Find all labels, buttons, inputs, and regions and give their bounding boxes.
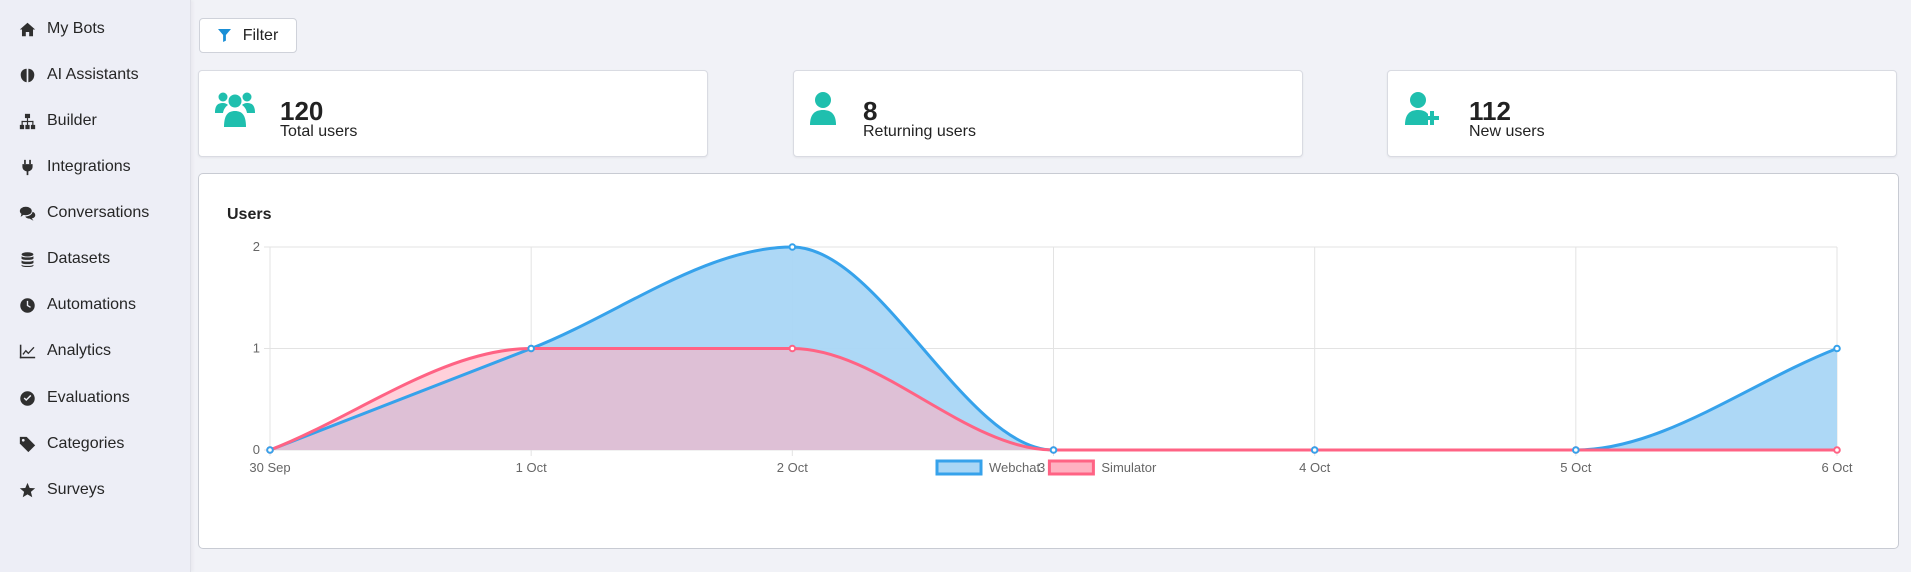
filter-button[interactable]: Filter <box>199 18 297 53</box>
sidebar: My Bots AI Assistants Builder Integratio… <box>0 0 191 572</box>
brain-icon <box>18 66 36 84</box>
sidebar-item-builder[interactable]: Builder <box>18 106 97 136</box>
sidebar-item-evaluations[interactable]: Evaluations <box>18 383 130 413</box>
sidebar-item-label: Conversations <box>47 204 150 221</box>
stat-label: New users <box>1469 123 1545 140</box>
data-point <box>1572 446 1580 454</box>
data-point <box>1833 344 1841 353</box>
legend-swatch-simulator <box>1047 459 1095 476</box>
x-tick-label: 1 Oct <box>516 460 547 475</box>
comments-icon <box>18 204 36 222</box>
sidebar-item-label: Evaluations <box>47 389 130 406</box>
chart-title: Users <box>227 206 272 223</box>
x-tick-label: 5 Oct <box>1560 460 1591 475</box>
legend-label-webchat: Webchat <box>989 460 1040 475</box>
sidebar-item-label: Datasets <box>47 250 111 267</box>
sidebar-item-categories[interactable]: Categories <box>18 429 124 459</box>
y-tick-label: 2 <box>253 239 260 254</box>
data-point <box>1049 446 1058 454</box>
x-tick-label: 4 Oct <box>1299 460 1330 475</box>
user-plus-icon <box>1404 91 1444 129</box>
sidebar-item-label: Automations <box>47 296 136 313</box>
sidebar-item-analytics[interactable]: Analytics <box>18 336 111 366</box>
data-point <box>527 344 535 353</box>
sidebar-item-my-bots[interactable]: My Bots <box>18 14 105 44</box>
sidebar-item-label: AI Assistants <box>47 66 139 83</box>
data-point <box>1833 446 1841 454</box>
x-tick-label: 6 Oct <box>1821 460 1852 475</box>
database-icon <box>18 250 36 268</box>
sidebar-item-label: Surveys <box>47 481 105 498</box>
data-point <box>1310 446 1319 454</box>
series-area-simulator <box>270 348 1837 450</box>
sidebar-item-label: Integrations <box>47 158 131 175</box>
home-icon <box>18 20 36 38</box>
legend-swatch-webchat <box>935 459 983 476</box>
sidebar-item-integrations[interactable]: Integrations <box>18 152 131 182</box>
stat-card-returning-users: 8 Returning users <box>793 70 1303 157</box>
y-tick-label: 1 <box>253 341 260 356</box>
tag-icon <box>18 435 36 453</box>
stat-value: 8 <box>863 96 878 126</box>
stat-card-total-users: 120 Total users <box>198 70 708 157</box>
sitemap-icon <box>18 112 36 130</box>
sidebar-item-label: Builder <box>47 112 97 129</box>
chart-line-icon <box>18 342 36 360</box>
sidebar-item-conversations[interactable]: Conversations <box>18 198 149 228</box>
x-tick-label: 30 Sep <box>249 460 290 475</box>
users-icon <box>215 91 255 129</box>
data-point <box>788 243 797 251</box>
sidebar-item-automations[interactable]: Automations <box>18 290 136 320</box>
sidebar-item-label: Categories <box>47 435 125 452</box>
sidebar-item-ai-assistants[interactable]: AI Assistants <box>18 60 139 90</box>
plug-icon <box>18 158 36 176</box>
sidebar-item-surveys[interactable]: Surveys <box>18 475 105 505</box>
sidebar-item-label: My Bots <box>47 20 105 37</box>
stat-label: Returning users <box>863 123 976 140</box>
y-tick-label: 0 <box>253 442 260 457</box>
stat-card-new-users: 112 New users <box>1387 70 1897 157</box>
sidebar-item-label: Analytics <box>47 342 112 359</box>
x-tick-label: 2 Oct <box>777 460 808 475</box>
check-circle-icon <box>18 389 36 407</box>
clock-icon <box>18 296 36 314</box>
filter-icon <box>217 29 231 42</box>
star-icon <box>18 481 36 499</box>
stat-value: 112 <box>1469 96 1511 126</box>
stat-value: 120 <box>280 96 324 126</box>
filter-button-label: Filter <box>242 26 279 44</box>
stat-label: Total users <box>280 123 358 140</box>
data-point <box>788 344 797 353</box>
sidebar-item-datasets[interactable]: Datasets <box>18 244 110 274</box>
data-point <box>266 446 274 454</box>
legend-label-simulator: Simulator <box>1101 460 1157 475</box>
user-icon <box>808 91 838 129</box>
